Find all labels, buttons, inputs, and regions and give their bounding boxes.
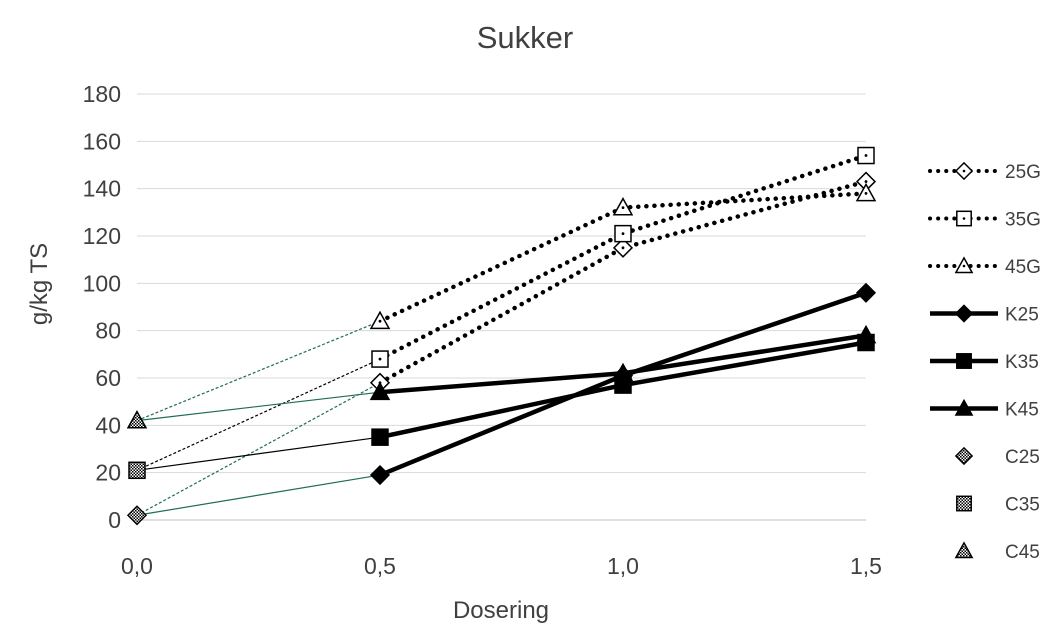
data-point-k25: [855, 282, 877, 303]
legend-marker-k25: [954, 304, 974, 323]
legend-label-k25: K25: [1005, 305, 1039, 326]
data-point-k25: [369, 464, 391, 486]
data-point-c45: [126, 410, 148, 429]
connector-lines: [136, 320, 381, 516]
legend-marker-k35: [956, 353, 972, 369]
series-line-25g: [377, 179, 869, 385]
data-point-k45: [369, 381, 391, 401]
legend-label-c45: C45: [1005, 542, 1040, 563]
data-point-k45: [855, 324, 877, 344]
data-point-center-35g: [621, 232, 625, 236]
legend-label-45g: 45G: [1005, 257, 1041, 278]
legend-marker-k45: [954, 398, 974, 416]
legend-label-k35: K35: [1005, 352, 1039, 373]
y-tick-label: 40: [95, 412, 121, 438]
data-point-c25: [126, 505, 148, 526]
legend-marker-center-25g: [962, 169, 966, 173]
connector-line: [136, 358, 381, 471]
data-point-k35: [371, 428, 389, 446]
legend-label-c35: C35: [1005, 495, 1040, 516]
connector-line: [136, 391, 381, 422]
data-point-center-25g: [864, 180, 868, 183]
x-tick-label: 0,0: [121, 553, 153, 579]
connector-line: [136, 436, 381, 471]
legend-marker-c45: [954, 541, 974, 559]
legend-label-25g: 25G: [1005, 162, 1041, 183]
y-tick-label: 80: [95, 318, 121, 344]
y-tick-label: 100: [83, 270, 121, 296]
y-tick-label: 120: [83, 223, 121, 249]
x-tick-label: 1,0: [607, 553, 639, 579]
y-axis-ticks: 0 20 40 60 80 100 120 140 160 180: [83, 81, 121, 533]
connector-line: [136, 320, 381, 422]
legend-marker-c35: [956, 495, 972, 512]
y-tick-label: 160: [83, 128, 121, 154]
data-point-center-45g: [378, 319, 382, 323]
data-point-center-35g: [378, 357, 382, 361]
legend-label-35g: 35G: [1005, 210, 1041, 231]
x-axis-ticks: 0,0 0,5 1,0 1,5: [121, 553, 882, 579]
marker-layer: [126, 146, 877, 526]
x-tick-label: 0,5: [364, 553, 396, 579]
data-point-center-25g: [621, 246, 625, 250]
y-tick-label: 0: [108, 507, 121, 533]
data-point-k45: [612, 362, 634, 382]
grid: [137, 93, 866, 521]
x-tick-label: 1,5: [850, 553, 882, 579]
data-point-c35: [128, 461, 146, 480]
chart-title: Sukker: [477, 20, 573, 55]
y-tick-label: 180: [83, 81, 121, 107]
connector-line: [136, 382, 381, 516]
legend-marker-center-45g: [962, 264, 966, 268]
data-point-center-45g: [864, 192, 868, 195]
legend-label-c25: C25: [1005, 447, 1040, 468]
legend-marker-c25: [954, 446, 974, 466]
legend-marker-center-35g: [962, 217, 966, 220]
legend: 25G 35G 45G K25 K35 K45 C25 C35 C45: [928, 161, 1041, 563]
data-point-center-45g: [621, 206, 625, 210]
connector-line: [136, 474, 381, 516]
y-tick-label: 140: [83, 176, 121, 202]
y-axis-label: g/kg TS: [26, 243, 53, 325]
y-tick-label: 20: [95, 460, 121, 486]
x-axis-label: Dosering: [453, 597, 549, 624]
y-tick-label: 60: [95, 365, 121, 391]
legend-label-k45: K45: [1005, 400, 1039, 421]
data-point-center-35g: [864, 154, 868, 157]
